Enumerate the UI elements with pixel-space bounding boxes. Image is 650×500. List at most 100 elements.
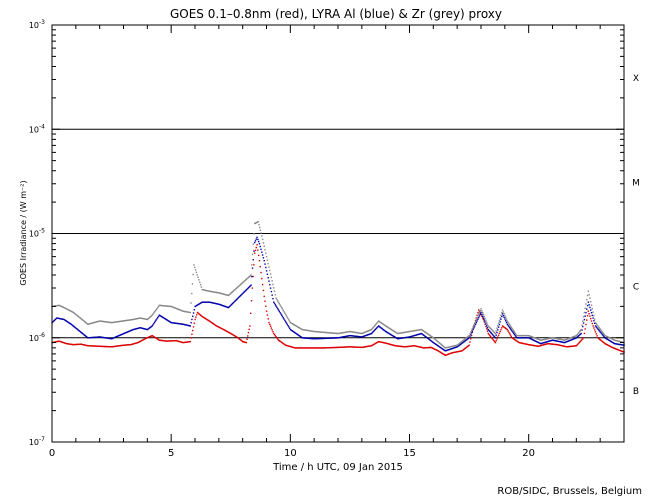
data-point — [76, 314, 78, 316]
data-point — [569, 339, 571, 342]
data-point — [228, 294, 230, 296]
data-point — [574, 345, 576, 347]
data-point — [239, 339, 242, 341]
data-point — [374, 342, 377, 345]
data-point — [413, 330, 416, 332]
data-point — [308, 337, 310, 340]
data-point — [294, 324, 296, 327]
data-point — [404, 336, 407, 339]
data-point — [408, 345, 411, 347]
data-point — [258, 259, 261, 262]
data-point — [140, 317, 142, 319]
data-point — [77, 343, 80, 346]
data-point — [235, 287, 238, 289]
data-point — [421, 333, 424, 335]
data-point — [403, 331, 405, 334]
data-point — [323, 347, 325, 349]
data-point — [73, 312, 76, 314]
data-point — [141, 317, 144, 320]
data-point — [367, 330, 369, 332]
data-point — [234, 300, 236, 302]
data-point — [285, 322, 288, 324]
data-point — [427, 346, 429, 349]
data-point — [454, 351, 457, 353]
data-point — [269, 323, 271, 326]
data-point — [148, 336, 150, 338]
data-point — [450, 348, 452, 350]
data-point — [199, 302, 201, 305]
data-point — [199, 284, 202, 286]
data-point — [362, 335, 364, 338]
data-point — [611, 341, 613, 343]
data-point — [243, 290, 246, 293]
data-point — [534, 345, 536, 347]
data-point — [289, 345, 292, 348]
data-point — [296, 325, 298, 328]
data-point — [147, 318, 149, 320]
data-point — [482, 318, 485, 321]
data-point — [531, 344, 533, 346]
data-point — [391, 344, 393, 346]
data-point — [315, 338, 317, 340]
data-point — [449, 346, 451, 348]
data-point — [410, 335, 412, 338]
data-point — [535, 345, 537, 347]
data-point — [99, 345, 102, 348]
data-point — [336, 337, 339, 339]
data-point — [458, 342, 461, 344]
data-point — [436, 340, 439, 342]
data-point — [85, 344, 87, 347]
data-point — [152, 335, 154, 337]
data-point — [450, 352, 452, 354]
data-point — [280, 313, 282, 315]
data-point — [621, 341, 623, 343]
data-point — [110, 346, 112, 348]
data-point — [492, 338, 494, 341]
data-point — [521, 342, 524, 345]
data-point — [305, 337, 308, 339]
data-point — [300, 336, 302, 338]
data-point — [181, 341, 184, 344]
data-point — [304, 337, 307, 339]
data-point — [485, 319, 487, 321]
x-tick-label: 15 — [403, 448, 416, 459]
data-point — [366, 345, 369, 348]
data-point — [201, 301, 203, 303]
data-point — [112, 337, 114, 339]
data-point — [470, 334, 473, 337]
data-point — [554, 339, 556, 342]
data-point — [436, 349, 439, 352]
data-point — [354, 335, 356, 337]
data-point — [356, 335, 358, 338]
data-point — [298, 347, 300, 349]
data-point — [622, 344, 625, 346]
data-point — [58, 304, 60, 307]
data-point — [123, 332, 126, 335]
data-point — [328, 347, 331, 349]
data-point — [460, 343, 462, 345]
data-point — [161, 315, 163, 318]
data-point — [525, 337, 528, 339]
data-point — [125, 331, 127, 334]
data-point — [204, 289, 207, 292]
data-point — [419, 346, 421, 348]
data-point — [223, 328, 225, 331]
data-point — [427, 338, 430, 340]
data-point — [522, 334, 524, 337]
data-point — [410, 345, 412, 347]
data-point — [221, 293, 223, 295]
data-point — [428, 334, 431, 336]
data-point — [271, 280, 273, 282]
data-point — [315, 347, 318, 349]
data-point — [371, 344, 373, 346]
data-point — [512, 331, 514, 333]
data-point — [176, 308, 179, 310]
data-point — [505, 316, 507, 319]
data-point — [297, 326, 300, 328]
data-point — [288, 327, 291, 329]
data-point — [279, 311, 281, 314]
data-point — [380, 321, 382, 324]
data-point — [209, 301, 211, 304]
data-point — [332, 332, 335, 334]
data-point — [586, 299, 588, 301]
